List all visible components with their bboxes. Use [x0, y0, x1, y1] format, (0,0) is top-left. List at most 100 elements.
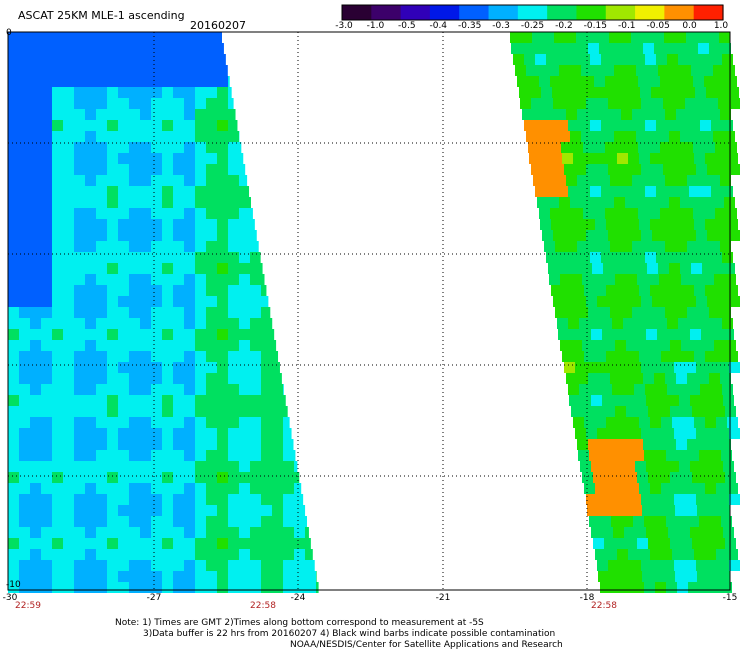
swath-cell — [675, 571, 686, 582]
swath-cell — [140, 461, 151, 472]
swath-cell — [694, 417, 705, 428]
swath-cell — [573, 285, 584, 296]
swath-cell — [217, 241, 228, 252]
swath-cell — [19, 285, 30, 296]
swath-cell — [96, 329, 107, 340]
swath-cell — [52, 208, 63, 219]
swath-cell — [651, 87, 662, 98]
swath-cell — [184, 263, 195, 274]
swath-cell — [63, 120, 74, 131]
swath-cell — [678, 384, 689, 395]
swath-cell — [579, 318, 590, 329]
swath-cell — [553, 98, 564, 109]
swath-cell — [577, 373, 588, 384]
swath-cell — [711, 120, 722, 131]
swath-cell — [723, 461, 734, 472]
swath-cell — [532, 32, 543, 43]
swath-cell — [272, 373, 282, 384]
swath-cell — [140, 32, 151, 43]
swath-cell — [63, 351, 74, 362]
swath-cell — [228, 318, 239, 329]
swath-cell — [162, 109, 173, 120]
swath-cell — [52, 87, 63, 98]
swath-cell — [30, 285, 41, 296]
swath-cell — [719, 32, 730, 43]
swath-cell — [228, 186, 239, 197]
swath-cell — [74, 285, 85, 296]
swath-cell — [546, 252, 557, 263]
colorbar-swatch — [547, 5, 577, 20]
swath-cell — [162, 538, 173, 549]
swath-cell — [228, 285, 239, 296]
swath-cell — [635, 329, 646, 340]
swath-cell — [228, 197, 239, 208]
swath-cell — [41, 263, 52, 274]
swath-cell — [528, 76, 539, 87]
swath-cell — [677, 450, 688, 461]
swath-cell — [41, 197, 52, 208]
swath-cell — [716, 417, 727, 428]
swath-cell — [63, 54, 74, 65]
swath-cell — [656, 120, 667, 131]
swath-cell — [151, 571, 162, 582]
swath-cell — [19, 373, 30, 384]
swath-cell — [272, 549, 283, 560]
swath-cell — [720, 241, 731, 252]
colorbar-label: 0.0 — [682, 21, 696, 31]
swath-cell — [63, 164, 74, 175]
swath-cell — [162, 32, 173, 43]
swath-cell — [129, 384, 140, 395]
swath-cell — [118, 329, 129, 340]
swath-cell — [184, 549, 195, 560]
swath-cell — [729, 362, 740, 373]
swath-cell — [8, 472, 19, 483]
swath-cell — [670, 538, 681, 549]
swath-cell — [8, 241, 19, 252]
swath-cell — [151, 109, 162, 120]
swath-cell — [52, 505, 63, 516]
swath-cell — [217, 120, 228, 131]
swath-cell — [544, 175, 555, 186]
swath-cell — [8, 318, 19, 329]
swath-cell — [140, 439, 151, 450]
swath-cell — [582, 472, 593, 483]
swath-cell — [239, 483, 250, 494]
swath-cell — [184, 285, 195, 296]
swath-cell — [564, 362, 575, 373]
swath-cell — [619, 164, 630, 175]
swath-cell — [604, 274, 615, 285]
swath-cell — [612, 186, 623, 197]
swath-cell — [206, 395, 217, 406]
swath-cell — [151, 120, 162, 131]
swath-cell — [8, 54, 19, 65]
swath-cell — [726, 208, 737, 219]
swath-cell — [597, 560, 608, 571]
swath-cell — [634, 54, 645, 65]
swath-cell — [573, 153, 584, 164]
swath-cell — [272, 516, 283, 527]
swath-cell — [8, 494, 19, 505]
swath-cell — [517, 76, 528, 87]
swath-cell — [250, 494, 261, 505]
swath-cell — [151, 142, 162, 153]
swath-cell — [8, 87, 19, 98]
swath-cell — [582, 406, 593, 417]
swath-cell — [74, 406, 85, 417]
swath-cell — [151, 494, 162, 505]
swath-cell — [96, 142, 107, 153]
swath-cell — [619, 560, 630, 571]
swath-cell — [184, 472, 195, 483]
swath-cell — [628, 351, 639, 362]
swath-cell — [698, 175, 709, 186]
swath-cell — [712, 329, 723, 340]
swath-cell — [641, 494, 652, 505]
swath-cell — [612, 384, 623, 395]
swath-cell — [184, 373, 195, 384]
swath-cell — [52, 406, 63, 417]
swath-cell — [8, 175, 19, 186]
swath-cell — [571, 274, 582, 285]
swath-cell — [683, 483, 694, 494]
swath-cell — [698, 307, 709, 318]
swath-cell — [685, 560, 696, 571]
swath-cell — [118, 483, 129, 494]
